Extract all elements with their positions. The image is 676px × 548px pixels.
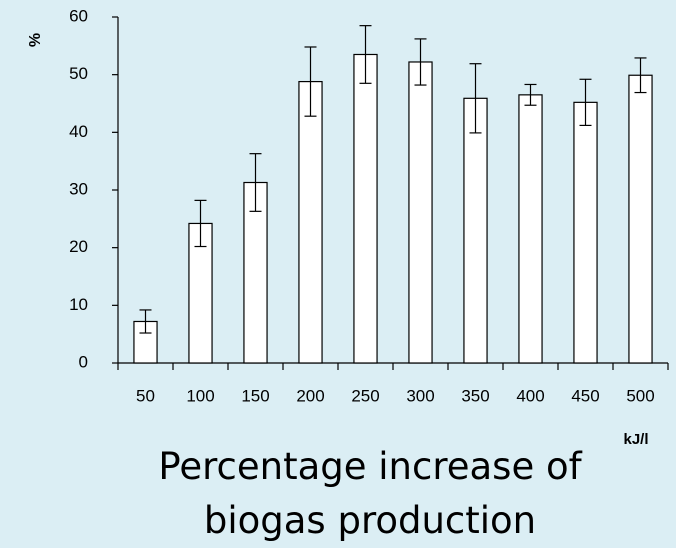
error-bar xyxy=(579,78,592,127)
x-tick-label: 100 xyxy=(186,386,214,405)
x-tick-label: 350 xyxy=(461,386,489,405)
y-tick-label: 50 xyxy=(69,64,88,83)
error-bar xyxy=(249,153,262,212)
x-tick-label: 450 xyxy=(571,386,599,405)
bar xyxy=(573,101,598,364)
error-bar xyxy=(139,309,152,334)
error-bar xyxy=(634,57,647,94)
bar xyxy=(463,97,488,364)
x-tick-label: 200 xyxy=(296,386,324,405)
bar xyxy=(628,74,653,364)
error-bar xyxy=(524,83,537,106)
y-tick-label: 30 xyxy=(69,179,88,198)
x-tick-label: 500 xyxy=(626,386,654,405)
x-tick-label: 50 xyxy=(136,386,155,405)
error-bar xyxy=(194,199,207,248)
error-bar xyxy=(304,46,317,117)
y-tick-label: 10 xyxy=(69,295,88,314)
x-tick-label: 250 xyxy=(351,386,379,405)
y-tick-label: 40 xyxy=(69,122,88,141)
chart-title: Percentage increase of biogas production xyxy=(158,445,582,542)
bar xyxy=(518,94,543,364)
x-tick-label: 400 xyxy=(516,386,544,405)
bar xyxy=(353,53,378,364)
x-tick-label: 150 xyxy=(241,386,269,405)
y-tick-label: 60 xyxy=(69,6,88,25)
y-tick-label: 20 xyxy=(69,237,88,256)
error-bar xyxy=(469,63,482,134)
y-axis-label: % xyxy=(27,33,44,47)
bar xyxy=(298,80,323,364)
y-tick-label: 0 xyxy=(79,352,88,371)
bar xyxy=(408,61,433,364)
x-axis-label: kJ/l xyxy=(623,431,648,448)
error-bar xyxy=(414,38,427,86)
error-bar xyxy=(359,25,372,84)
x-tick-label: 300 xyxy=(406,386,434,405)
